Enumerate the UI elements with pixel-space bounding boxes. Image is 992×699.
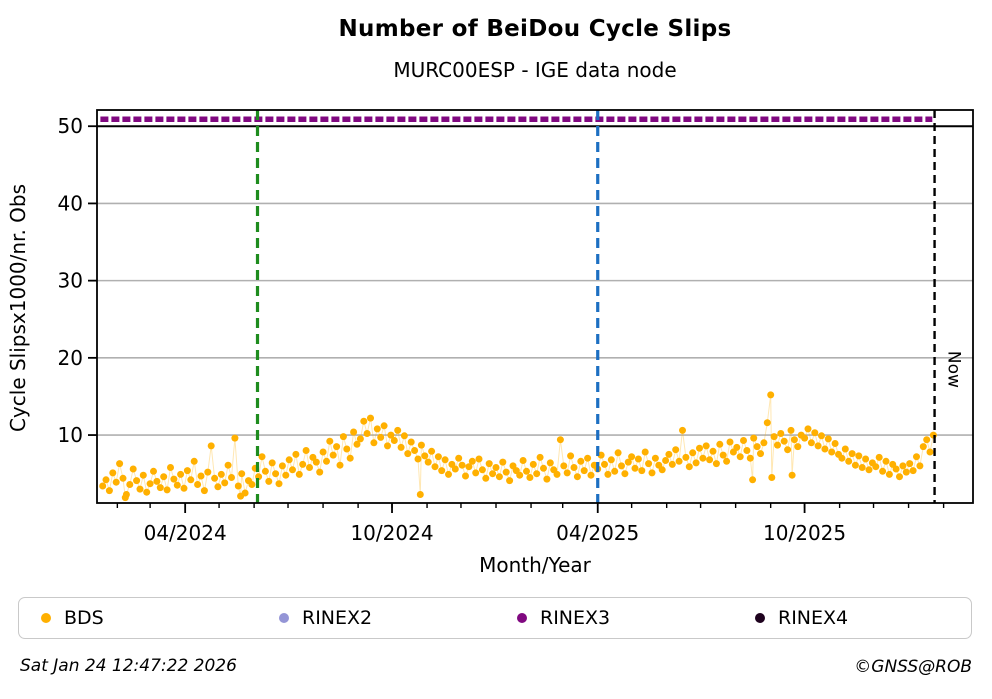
gridlines <box>97 202 973 436</box>
legend-item-bds: BDS <box>19 607 257 629</box>
y-axis-ticks: 10 20 30 40 50 <box>58 114 97 447</box>
rinex3-marker-icon <box>517 613 527 623</box>
svg-text:40: 40 <box>58 191 83 215</box>
rinex4-marker-icon <box>755 613 765 623</box>
legend-label-rinex2: RINEX2 <box>302 607 373 629</box>
chart-title: Number of BeiDou Cycle Slips <box>338 16 732 42</box>
legend-item-rinex2: RINEX2 <box>257 607 495 629</box>
svg-text:04/2024: 04/2024 <box>144 521 227 545</box>
legend-label-bds: BDS <box>64 607 104 629</box>
legend-label-rinex4: RINEX4 <box>778 607 849 629</box>
legend-label-rinex3: RINEX3 <box>540 607 611 629</box>
bds-scatter-points <box>99 391 937 502</box>
legend: BDS RINEX2 RINEX3 RINEX4 <box>18 597 972 639</box>
svg-text:20: 20 <box>58 346 83 370</box>
x-axis-label: Month/Year <box>479 553 591 577</box>
legend-item-rinex4: RINEX4 <box>733 607 971 629</box>
chart-subtitle: MURC00ESP - IGE data node <box>393 58 677 82</box>
plot-area: Now 10 20 30 40 50 04/2024 10/2024 04/2025 10/202… <box>58 109 974 545</box>
plot-timestamp: Sat Jan 24 12:47:22 2026 <box>20 656 237 676</box>
legend-item-rinex3: RINEX3 <box>495 607 733 629</box>
credit-watermark: ©GNSS@ROB <box>854 657 972 677</box>
svg-text:10: 10 <box>58 423 83 447</box>
axes-frame <box>96 109 974 504</box>
svg-text:10/2024: 10/2024 <box>350 521 433 545</box>
y-axis-label: Cycle Slipsx1000/nr. Obs <box>6 183 30 433</box>
svg-text:04/2025: 04/2025 <box>556 521 639 545</box>
svg-text:10/2025: 10/2025 <box>763 521 846 545</box>
svg-text:50: 50 <box>58 114 83 138</box>
rinex2-marker-icon <box>279 613 289 623</box>
bds-marker-icon <box>41 613 51 623</box>
x-axis-ticks: 04/2024 10/2024 04/2025 10/2025 <box>116 503 945 545</box>
svg-text:30: 30 <box>58 269 83 293</box>
now-label: Now <box>944 351 964 388</box>
